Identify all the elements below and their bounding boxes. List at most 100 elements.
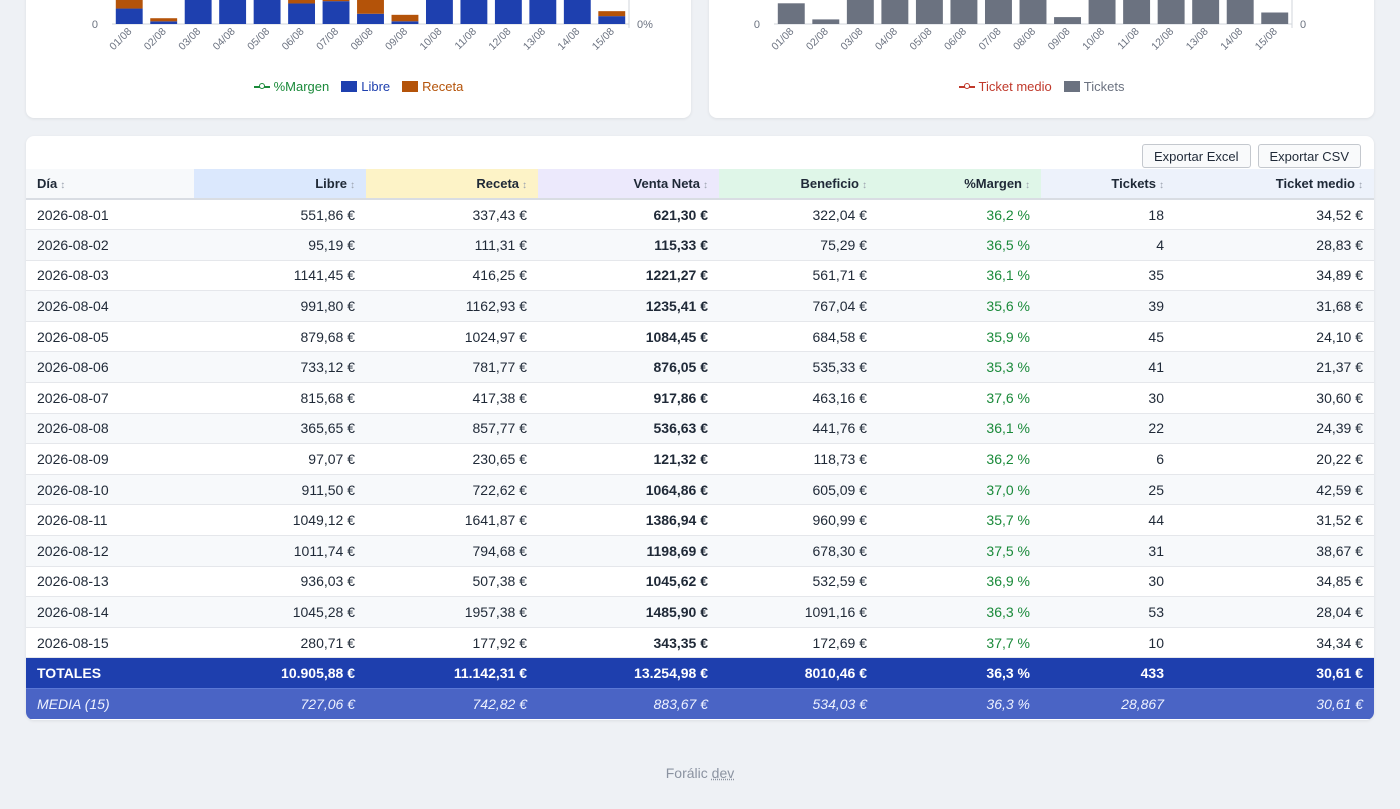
table-cell: 2026-08-09 — [26, 443, 194, 475]
bar-tickets — [846, 0, 874, 24]
table-cell: 30,60 € — [1175, 382, 1374, 414]
footer-brand: Forálic — [665, 765, 708, 781]
table-cell: 2026-08-07 — [26, 382, 194, 414]
sort-icon[interactable]: ↕ — [522, 180, 527, 191]
column-header[interactable]: Día ↕ — [26, 169, 194, 200]
x-axis-tick-label: 10/08 — [417, 26, 444, 53]
sort-icon[interactable]: ↕ — [60, 180, 66, 191]
x-axis-tick-label: 14/08 — [555, 26, 582, 53]
table-cell: 1386,94 € — [538, 504, 719, 537]
sort-icon[interactable]: ↕ — [862, 180, 867, 191]
bar-receta — [357, 0, 384, 14]
bar-libre — [184, 0, 212, 24]
table-cell: 936,03 € — [194, 566, 366, 598]
column-header[interactable]: %Margen ↕ — [878, 169, 1041, 200]
sort-icon[interactable]: ↕ — [350, 180, 355, 191]
table-cell: 1141,45 € — [194, 260, 366, 292]
bar-tickets — [1261, 12, 1289, 24]
table-cell: 25 — [1041, 474, 1175, 506]
bar-tickets — [1226, 0, 1254, 24]
table-cell: 917,86 € — [538, 382, 719, 414]
bar-libre — [425, 0, 453, 24]
x-axis-tick-label: 12/08 — [486, 26, 513, 53]
table-cell: 24,10 € — [1175, 321, 1374, 353]
table-cell: 2026-08-01 — [26, 199, 194, 231]
column-header[interactable]: Libre ↕ — [194, 169, 366, 200]
bar-libre — [494, 0, 522, 24]
sort-icon[interactable]: ↕ — [1025, 180, 1030, 191]
table-cell: 416,25 € — [366, 260, 538, 292]
legend-line-marker-icon — [958, 82, 975, 92]
x-axis-tick-label: 08/08 — [1011, 26, 1038, 53]
average-row: MEDIA (15) 727,06 €742,82 €883,67 €534,03… — [26, 688, 1374, 720]
legend-item[interactable]: Ticket medio — [958, 79, 1052, 94]
table-cell: 53 — [1041, 596, 1175, 628]
x-axis-tick-label: 06/08 — [280, 26, 307, 53]
bar-tickets — [950, 0, 978, 24]
column-header[interactable]: Tickets ↕ — [1041, 169, 1175, 200]
legend-item[interactable]: Receta — [402, 79, 463, 94]
bar-tickets — [915, 0, 943, 24]
x-axis-tick-label: 04/08 — [211, 26, 238, 53]
table-cell: 2026-08-06 — [26, 351, 194, 384]
table-cell: 177,92 € — [366, 627, 538, 659]
totals-cell: 10.905,88 € — [194, 657, 366, 689]
legend-item[interactable]: %Margen — [253, 79, 329, 94]
average-cell: 742,82 € — [366, 688, 538, 720]
table-cell: 34,34 € — [1175, 627, 1374, 659]
column-header[interactable]: Ticket medio ↕ — [1175, 169, 1374, 200]
column-header[interactable]: Receta ↕ — [366, 169, 538, 200]
table-row: 2026-08-08 365,65 €857,77 €536,63 €441,76… — [26, 413, 1374, 445]
table-cell: 1084,45 € — [538, 321, 719, 353]
table-row: 2026-08-01 551,86 €337,43 €621,30 €322,04… — [26, 199, 1374, 231]
sort-icon[interactable]: ↕ — [703, 180, 708, 191]
x-axis-tick-label: 03/08 — [176, 26, 203, 53]
sort-icon[interactable]: ↕ — [1358, 180, 1363, 191]
sales-chart-legend: %Margen Libre Receta — [26, 79, 691, 94]
table-row: 2026-08-06 733,12 €781,77 €876,05 €535,33… — [26, 351, 1374, 384]
table-cell: 34,89 € — [1175, 260, 1374, 292]
table-row: 2026-08-07 815,68 €417,38 €917,86 €463,16… — [26, 382, 1374, 414]
totals-row: TOTALES 10.905,88 €11.142,31 €13.254,98 €… — [26, 657, 1374, 689]
table-cell: 722,62 € — [366, 474, 538, 506]
column-header-label: Día — [37, 176, 58, 191]
table-cell: 31,68 € — [1175, 290, 1374, 322]
table-cell: 911,50 € — [194, 474, 366, 506]
tickets-chart-legend: Ticket medio Tickets — [709, 79, 1374, 94]
column-header[interactable]: Beneficio ↕ — [719, 169, 878, 200]
bar-libre — [322, 1, 350, 25]
legend-box-marker-icon — [1063, 81, 1080, 92]
column-header-label: Beneficio — [800, 176, 859, 191]
footer-env-badge[interactable]: dev — [711, 765, 735, 781]
bar-receta — [115, 0, 143, 9]
legend-item[interactable]: Libre — [341, 79, 390, 94]
bar-libre — [391, 21, 419, 24]
table-cell: 37,6 % — [878, 382, 1041, 414]
x-axis-tick-label: 09/08 — [1046, 26, 1073, 53]
x-axis-tick-label: 01/08 — [107, 26, 134, 53]
table-cell: 1485,90 € — [538, 596, 719, 628]
table-cell: 24,39 € — [1175, 413, 1374, 445]
table-cell: 121,32 € — [538, 443, 719, 475]
table-row: 2026-08-09 97,07 €230,65 €121,32 €118,73 … — [26, 443, 1374, 475]
export-csv-button[interactable]: Exportar CSV — [1257, 144, 1361, 168]
export-excel-button[interactable]: Exportar Excel — [1141, 144, 1251, 168]
x-axis-tick-label: 08/08 — [349, 26, 376, 53]
y-right-axis-tick-label: 0 — [1300, 19, 1306, 31]
table-cell: 35,3 % — [878, 351, 1041, 384]
table-cell: 18 — [1041, 199, 1175, 231]
bar-libre — [460, 0, 488, 24]
table-cell: 36,3 % — [878, 596, 1041, 628]
column-header[interactable]: Venta Neta ↕ — [538, 169, 719, 200]
bar-tickets — [1192, 0, 1220, 24]
table-cell: 111,31 € — [366, 229, 538, 261]
table-cell: 22 — [1041, 413, 1175, 445]
table-row: 2026-08-04 991,80 €1162,93 €1235,41 €767,… — [26, 290, 1374, 322]
legend-item[interactable]: Tickets — [1063, 79, 1124, 94]
table-cell: 115,33 € — [538, 229, 719, 261]
table-cell: 678,30 € — [719, 535, 878, 567]
legend-label: Receta — [422, 79, 464, 94]
bar-receta — [322, 0, 350, 2]
sort-icon[interactable]: ↕ — [1159, 180, 1164, 191]
bar-tickets — [881, 0, 909, 24]
